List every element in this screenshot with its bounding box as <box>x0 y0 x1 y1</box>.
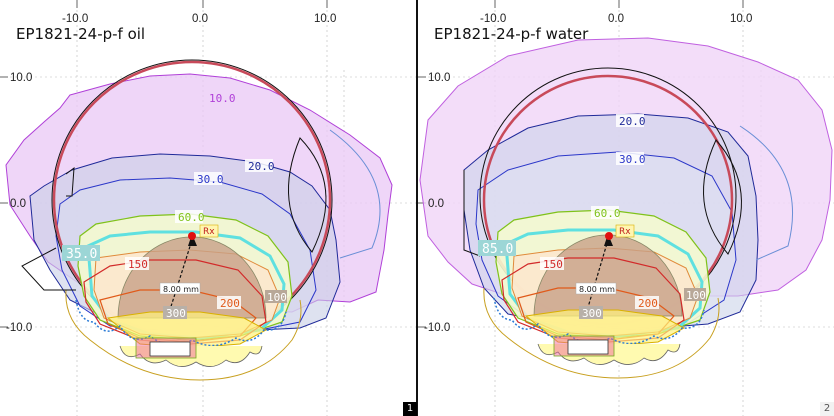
highlight-value: 85.0 <box>482 242 513 257</box>
contour-label-200: 200 <box>638 297 658 310</box>
x-tick-neg10: -10.0 <box>480 13 506 25</box>
plot-panel-oil[interactable]: -10.0 0.0 10.0 10.0 0.0 -10.0 10.0 20.0 … <box>0 0 416 416</box>
x-tick-neg10: -10.0 <box>62 13 88 25</box>
axis-ticks <box>0 0 328 328</box>
plot-canvas-water[interactable]: -10.0 0.0 10.0 10.0 0.0 -10.0 20.0 30.0 … <box>418 0 834 416</box>
contour-label-200: 200 <box>220 297 240 310</box>
contour-label-150: 150 <box>543 258 563 271</box>
left-outline <box>21 247 76 291</box>
distance-label: 8.00 mm <box>163 285 199 294</box>
page-badge-2[interactable]: 2 <box>820 402 834 416</box>
bottom-stripes <box>135 337 197 359</box>
y-tick-neg10: -10.0 <box>6 322 32 334</box>
rx-marker[interactable] <box>188 232 196 240</box>
contour-label-300: 300 <box>166 307 186 320</box>
page-badge-1[interactable]: 1 <box>403 402 417 416</box>
scalloped-boundary <box>75 299 287 347</box>
left-outline <box>463 170 481 257</box>
highlight-value: 35.0 <box>66 247 97 262</box>
plot-panel-water[interactable]: -10.0 0.0 10.0 10.0 0.0 -10.0 20.0 30.0 … <box>418 0 834 416</box>
distance-label: 8.00 mm <box>579 285 615 294</box>
contour-label-150: 150 <box>128 258 148 271</box>
contour-label-100: 100 <box>267 291 287 304</box>
scalloped-boundary <box>493 297 705 345</box>
x-tick-10: 10.0 <box>314 13 336 25</box>
contour-label-60: 60.0 <box>178 211 205 224</box>
panel-title-oil: EP1821-24-p-f oil <box>16 25 146 43</box>
contour-150 <box>83 259 267 345</box>
arrow-head <box>604 234 613 246</box>
distance-arrow <box>167 239 193 317</box>
rx-label: Rx <box>619 227 631 237</box>
outer-boundary <box>483 287 720 379</box>
panel-title-water: EP1821-24-p-f water <box>434 25 589 43</box>
contour-label-30: 30.0 <box>619 153 646 166</box>
outer-boundary <box>65 289 302 381</box>
y-tick-0: 0.0 <box>428 198 444 210</box>
contour-150 <box>501 257 685 343</box>
y-tick-10: 10.0 <box>428 72 450 84</box>
contour-label-20: 20.0 <box>619 115 646 128</box>
distance-arrow <box>585 239 609 315</box>
y-tick-0: 0.0 <box>10 198 26 210</box>
plot-canvas-oil[interactable]: -10.0 0.0 10.0 10.0 0.0 -10.0 10.0 20.0 … <box>0 0 416 416</box>
blue-arc <box>329 129 381 259</box>
panel-divider <box>416 0 418 416</box>
rx-label: Rx <box>203 227 215 237</box>
lens-shape <box>703 139 742 255</box>
y-tick-neg10: -10.0 <box>424 322 450 334</box>
contour-label-10: 10.0 <box>209 92 236 105</box>
contour-label-20: 20.0 <box>248 160 275 173</box>
rx-marker[interactable] <box>605 232 613 240</box>
y-tick-10: 10.0 <box>10 72 32 84</box>
contour-label-30: 30.0 <box>197 173 224 186</box>
x-tick-0: 0.0 <box>608 13 624 25</box>
lens-shape <box>287 137 327 253</box>
blue-arc <box>739 125 794 261</box>
contour-label-300: 300 <box>582 307 602 320</box>
x-tick-0: 0.0 <box>192 13 208 25</box>
bottom-stripes <box>553 335 615 357</box>
arrow-head <box>188 234 197 246</box>
contour-label-60: 60.0 <box>594 207 621 220</box>
x-tick-10: 10.0 <box>730 13 752 25</box>
contour-label-100: 100 <box>686 289 706 302</box>
left-step <box>65 166 75 197</box>
